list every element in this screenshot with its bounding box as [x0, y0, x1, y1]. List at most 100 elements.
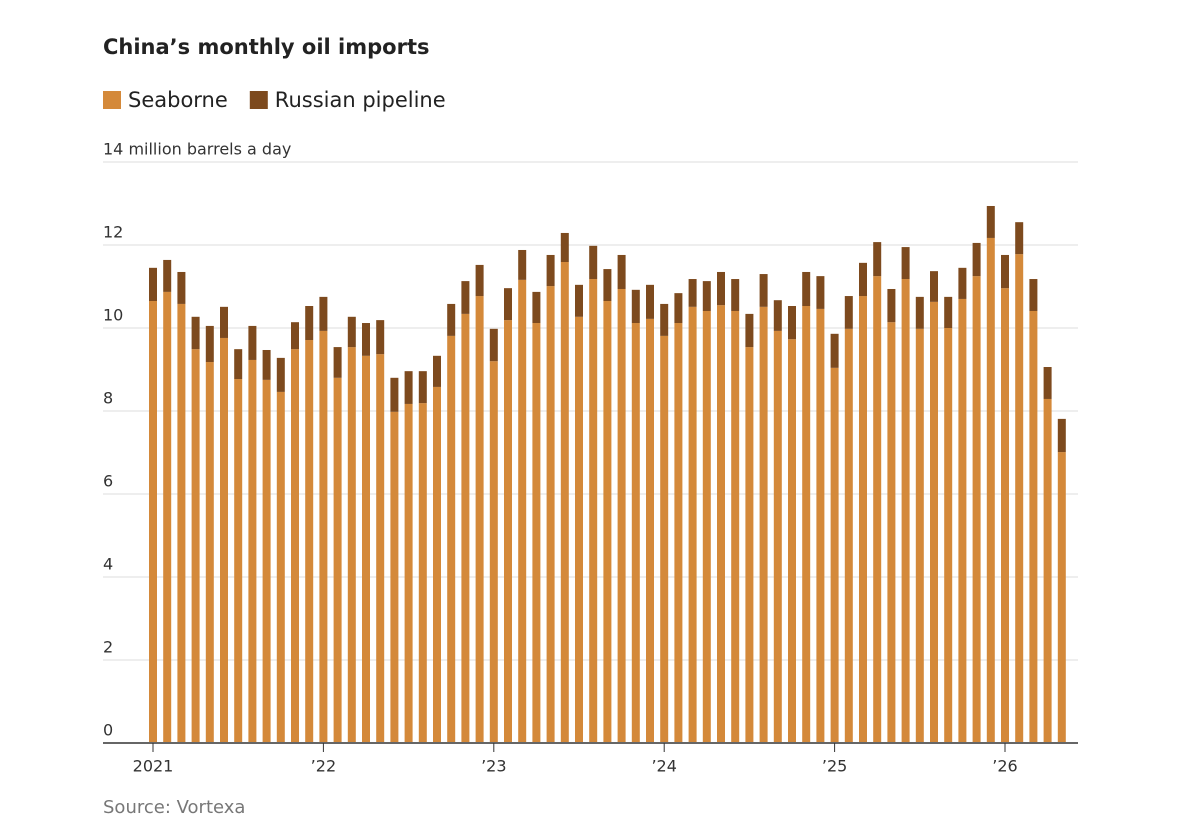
bar-segment [404, 403, 413, 742]
bar-segment [461, 313, 470, 742]
bar-segment [717, 271, 725, 306]
bar-segment [944, 328, 953, 742]
bar-segment [418, 371, 427, 404]
bar-segment [248, 325, 257, 360]
bar-segment [205, 325, 214, 363]
bar-segment [603, 269, 612, 302]
bar-segment [1001, 288, 1009, 742]
bar-segment [560, 232, 569, 263]
bar-segment [1043, 398, 1052, 742]
bar-segment [177, 271, 186, 304]
bar-segment [475, 264, 484, 297]
bar-segment [688, 306, 697, 742]
bar-segment [631, 289, 640, 324]
bar-segment [475, 296, 484, 742]
bar-segment [532, 291, 541, 324]
bar-segment [1001, 254, 1009, 289]
bar-segment [816, 276, 825, 309]
bar-segment [575, 316, 583, 742]
bar-segment [617, 254, 626, 289]
bar-segment [575, 284, 583, 317]
bar-segment [546, 286, 555, 742]
bar-segment [745, 347, 754, 742]
bar-segment [418, 403, 427, 742]
bar-segment [376, 354, 385, 742]
bar-segment [347, 316, 356, 348]
bar-segment [731, 279, 740, 311]
bar-segment [1029, 310, 1038, 742]
bar-segment [759, 274, 768, 307]
bar-segment [788, 339, 796, 742]
bar-segment [518, 279, 527, 742]
y-tick-label: 8 [103, 389, 113, 408]
bar-segment [276, 357, 285, 392]
source: Source: Vortexa [103, 797, 245, 818]
x-tick-label: ’25 [822, 757, 847, 776]
bar-segment [362, 355, 370, 742]
bar-segment [1057, 418, 1066, 453]
bar-segment [220, 337, 228, 742]
y-tick-label: 14 million barrels a day [103, 140, 291, 159]
bar-segment [1015, 222, 1024, 255]
bar-segment [702, 281, 711, 311]
y-tick-label: 12 [103, 223, 123, 242]
bar-segment [163, 259, 172, 292]
bar-segment [560, 262, 569, 742]
bar-segment [262, 349, 271, 380]
chart-title: China’s monthly oil imports [103, 35, 429, 59]
bar-segment [305, 340, 314, 742]
bar-segment [191, 349, 200, 742]
x-tick-label: ’22 [311, 757, 336, 776]
bar-segment [816, 308, 825, 742]
bar-segment [262, 379, 271, 742]
bar-segment [589, 279, 598, 742]
y-tick-label: 2 [103, 638, 113, 657]
bar-segment [376, 320, 385, 355]
bar-segment [404, 371, 413, 404]
bar-segment [489, 328, 498, 362]
bar-segment [972, 276, 981, 742]
bar-segment [390, 377, 399, 412]
bar-segment [248, 359, 257, 742]
bar-segment [603, 301, 612, 742]
bar-segment [177, 303, 186, 742]
bar-segment [546, 254, 555, 287]
bar-segment [433, 355, 441, 387]
bar-segment [504, 288, 512, 321]
bar-segment [646, 318, 654, 742]
bar-segment [944, 296, 953, 328]
bar-segment [362, 323, 370, 356]
bar-segment [205, 362, 214, 742]
bar-segment [489, 361, 498, 742]
bar-segment [333, 377, 342, 742]
bar-segment [220, 306, 228, 338]
bar-segment [930, 271, 938, 302]
bar-segment [163, 291, 172, 742]
bar-segment [759, 306, 768, 742]
legend-label: Seaborne [128, 88, 228, 112]
bar-segment [873, 276, 882, 742]
bar-segment [319, 330, 328, 742]
bar-segment [802, 271, 811, 307]
bar-segment [1057, 452, 1066, 742]
bar-segment [1029, 279, 1038, 311]
bar-segment [844, 328, 853, 742]
bar-segment [149, 301, 157, 742]
bar-segment [276, 391, 285, 742]
bar-segment [447, 335, 456, 742]
bar-segment [305, 306, 314, 341]
legend-label: Russian pipeline [275, 88, 446, 112]
bar-segment [504, 320, 512, 742]
bar-segment [859, 262, 867, 297]
bar-segment [873, 242, 882, 277]
bar-segment [1043, 367, 1052, 399]
x-tick-label: ’26 [992, 757, 1017, 776]
x-tick-label: 2021 [133, 757, 174, 776]
bar-segment [844, 296, 853, 329]
bar-segment [773, 330, 782, 742]
y-tick-label: 6 [103, 472, 113, 491]
bar-segment [518, 249, 527, 280]
bar-segment [191, 316, 200, 350]
bar-segment [830, 333, 839, 368]
